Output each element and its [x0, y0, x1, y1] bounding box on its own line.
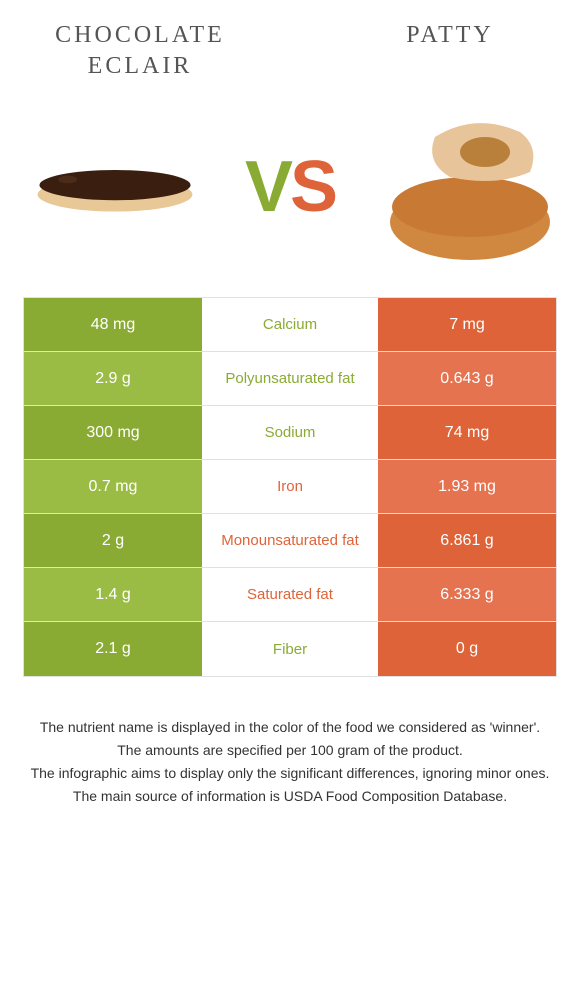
table-row: 300 mgSodium74 mg [24, 406, 556, 460]
vs-v-letter: V [245, 147, 290, 227]
table-row: 2.9 gPolyunsaturated fat0.643 g [24, 352, 556, 406]
nutrient-label: Fiber [202, 622, 378, 676]
left-value: 2.1 g [24, 622, 202, 676]
nutrient-label: Monounsaturated fat [202, 514, 378, 567]
right-food-title: PATTY [360, 20, 540, 51]
left-value: 2 g [24, 514, 202, 567]
left-title-line1: CHOCOLATE [40, 20, 240, 51]
table-row: 2.1 gFiber0 g [24, 622, 556, 676]
vs-label: VS [245, 146, 335, 228]
nutrient-label: Saturated fat [202, 568, 378, 621]
right-value: 0 g [378, 622, 556, 676]
header-row: CHOCOLATE ECLAIR PATTY [15, 20, 565, 82]
vs-s-letter: S [290, 147, 335, 227]
images-row: VS [15, 97, 565, 277]
right-value: 0.643 g [378, 352, 556, 405]
left-title-line2: ECLAIR [40, 51, 240, 82]
left-value: 2.9 g [24, 352, 202, 405]
right-title-text: PATTY [360, 20, 540, 51]
nutrient-label: Iron [202, 460, 378, 513]
footnote-line: The main source of information is USDA F… [30, 786, 550, 807]
footnote-line: The amounts are specified per 100 gram o… [30, 740, 550, 761]
infographic-container: CHOCOLATE ECLAIR PATTY VS 48 mgCa [0, 0, 580, 994]
left-value: 48 mg [24, 298, 202, 351]
table-row: 48 mgCalcium7 mg [24, 298, 556, 352]
left-value: 1.4 g [24, 568, 202, 621]
nutrient-label: Polyunsaturated fat [202, 352, 378, 405]
right-value: 6.333 g [378, 568, 556, 621]
left-value: 0.7 mg [24, 460, 202, 513]
footnote-line: The infographic aims to display only the… [30, 763, 550, 784]
footnote-line: The nutrient name is displayed in the co… [30, 717, 550, 738]
patty-image [375, 107, 555, 267]
right-value: 7 mg [378, 298, 556, 351]
table-row: 1.4 gSaturated fat6.333 g [24, 568, 556, 622]
nutrient-label: Calcium [202, 298, 378, 351]
right-value: 74 mg [378, 406, 556, 459]
left-value: 300 mg [24, 406, 202, 459]
footnotes: The nutrient name is displayed in the co… [15, 717, 565, 809]
right-value: 6.861 g [378, 514, 556, 567]
eclair-image [25, 107, 205, 267]
nutrition-table: 48 mgCalcium7 mg2.9 gPolyunsaturated fat… [23, 297, 557, 677]
right-value: 1.93 mg [378, 460, 556, 513]
left-food-title: CHOCOLATE ECLAIR [40, 20, 240, 82]
nutrient-label: Sodium [202, 406, 378, 459]
table-row: 2 gMonounsaturated fat6.861 g [24, 514, 556, 568]
table-row: 0.7 mgIron1.93 mg [24, 460, 556, 514]
